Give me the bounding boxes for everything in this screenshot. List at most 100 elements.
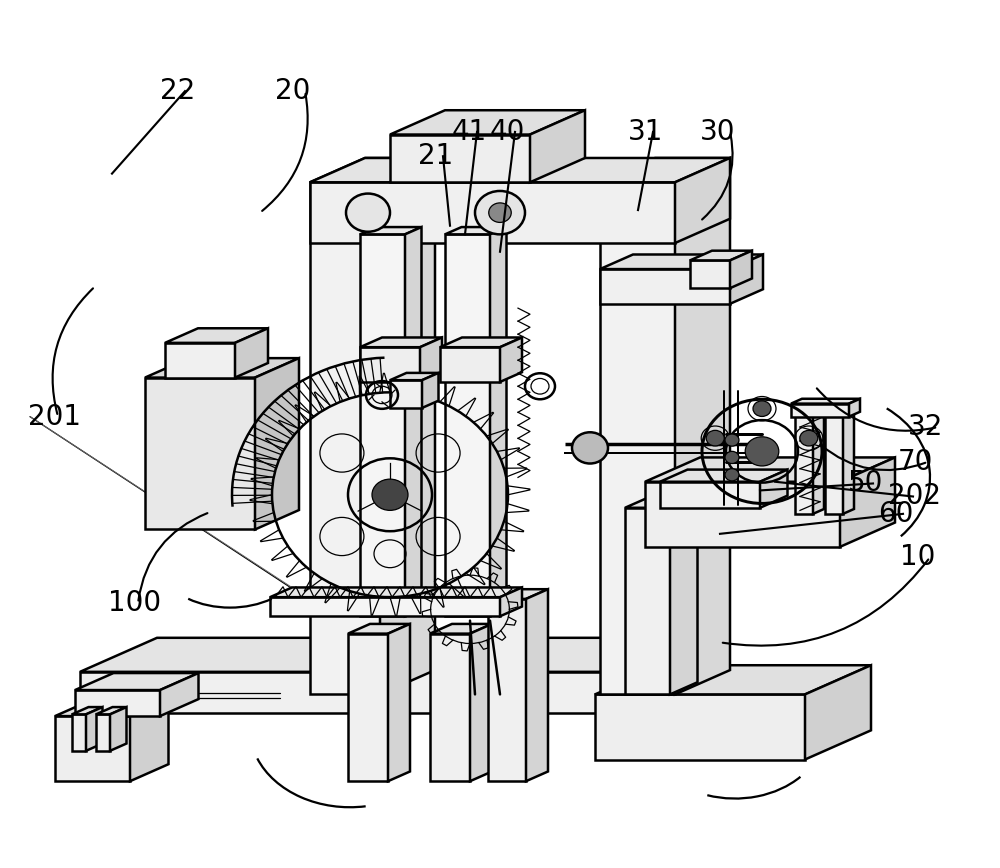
Polygon shape [690, 260, 730, 288]
Polygon shape [795, 410, 813, 514]
Polygon shape [165, 343, 235, 378]
Polygon shape [730, 254, 763, 304]
Polygon shape [645, 457, 895, 482]
Polygon shape [600, 254, 763, 269]
Polygon shape [430, 634, 470, 781]
Polygon shape [80, 638, 717, 672]
Polygon shape [430, 624, 492, 634]
Polygon shape [310, 182, 380, 694]
Polygon shape [675, 158, 730, 694]
Polygon shape [795, 404, 824, 410]
Text: 20: 20 [275, 77, 310, 105]
Polygon shape [825, 410, 843, 514]
Polygon shape [840, 457, 895, 547]
Polygon shape [422, 373, 439, 408]
Text: 31: 31 [628, 118, 663, 146]
Circle shape [475, 191, 525, 234]
Polygon shape [390, 110, 585, 135]
Text: 50: 50 [848, 470, 883, 497]
Circle shape [572, 432, 608, 464]
Text: 10: 10 [900, 543, 935, 571]
Polygon shape [670, 496, 698, 694]
Polygon shape [348, 624, 410, 634]
Text: 41: 41 [452, 118, 487, 146]
Polygon shape [625, 508, 670, 694]
Polygon shape [805, 665, 871, 760]
Polygon shape [360, 338, 442, 347]
Polygon shape [55, 699, 168, 716]
Circle shape [372, 479, 408, 510]
Polygon shape [600, 269, 730, 304]
Polygon shape [310, 182, 675, 243]
Polygon shape [110, 707, 126, 751]
Polygon shape [813, 404, 824, 514]
Polygon shape [75, 673, 198, 690]
Polygon shape [270, 597, 500, 616]
Polygon shape [445, 234, 490, 616]
Polygon shape [791, 404, 849, 417]
Polygon shape [500, 588, 522, 616]
Polygon shape [310, 158, 730, 182]
Polygon shape [445, 227, 506, 234]
Text: 21: 21 [418, 142, 453, 170]
Polygon shape [500, 338, 522, 382]
Polygon shape [130, 699, 168, 781]
Polygon shape [470, 624, 492, 781]
Polygon shape [390, 373, 439, 380]
Polygon shape [640, 638, 717, 713]
Polygon shape [235, 328, 268, 378]
Text: 30: 30 [700, 118, 736, 146]
Polygon shape [490, 227, 506, 616]
Polygon shape [660, 470, 788, 482]
Circle shape [725, 434, 739, 446]
Polygon shape [825, 404, 854, 410]
Polygon shape [96, 707, 126, 714]
Polygon shape [75, 690, 160, 716]
Polygon shape [440, 347, 500, 382]
Polygon shape [380, 158, 435, 694]
Polygon shape [791, 398, 860, 404]
Polygon shape [390, 135, 530, 182]
Polygon shape [165, 328, 268, 343]
Polygon shape [360, 234, 405, 616]
Polygon shape [595, 694, 805, 760]
Text: 201: 201 [28, 403, 81, 431]
Polygon shape [145, 378, 255, 529]
Circle shape [745, 437, 779, 466]
Polygon shape [72, 707, 103, 714]
Polygon shape [72, 714, 86, 751]
Polygon shape [160, 673, 198, 716]
Polygon shape [405, 227, 422, 616]
Circle shape [725, 451, 739, 464]
Polygon shape [849, 398, 860, 417]
Polygon shape [645, 482, 840, 547]
Polygon shape [600, 182, 675, 694]
Polygon shape [625, 496, 698, 508]
Polygon shape [80, 672, 640, 713]
Polygon shape [730, 251, 752, 288]
Polygon shape [270, 588, 522, 597]
Circle shape [725, 469, 739, 481]
Text: 40: 40 [490, 118, 525, 146]
Polygon shape [360, 227, 422, 234]
Text: 22: 22 [160, 77, 195, 105]
Polygon shape [360, 347, 420, 382]
Polygon shape [310, 158, 435, 182]
Polygon shape [440, 338, 522, 347]
Polygon shape [390, 380, 422, 408]
Circle shape [706, 431, 724, 446]
Polygon shape [760, 470, 788, 508]
Text: 100: 100 [108, 589, 161, 617]
Polygon shape [420, 338, 442, 382]
Circle shape [800, 431, 818, 446]
Circle shape [753, 401, 771, 417]
Circle shape [346, 194, 390, 232]
Polygon shape [690, 251, 752, 260]
Polygon shape [526, 589, 548, 781]
Polygon shape [530, 110, 585, 182]
Polygon shape [488, 599, 526, 781]
Text: 202: 202 [888, 483, 941, 510]
Polygon shape [348, 634, 388, 781]
Polygon shape [595, 665, 871, 694]
Polygon shape [55, 716, 130, 781]
